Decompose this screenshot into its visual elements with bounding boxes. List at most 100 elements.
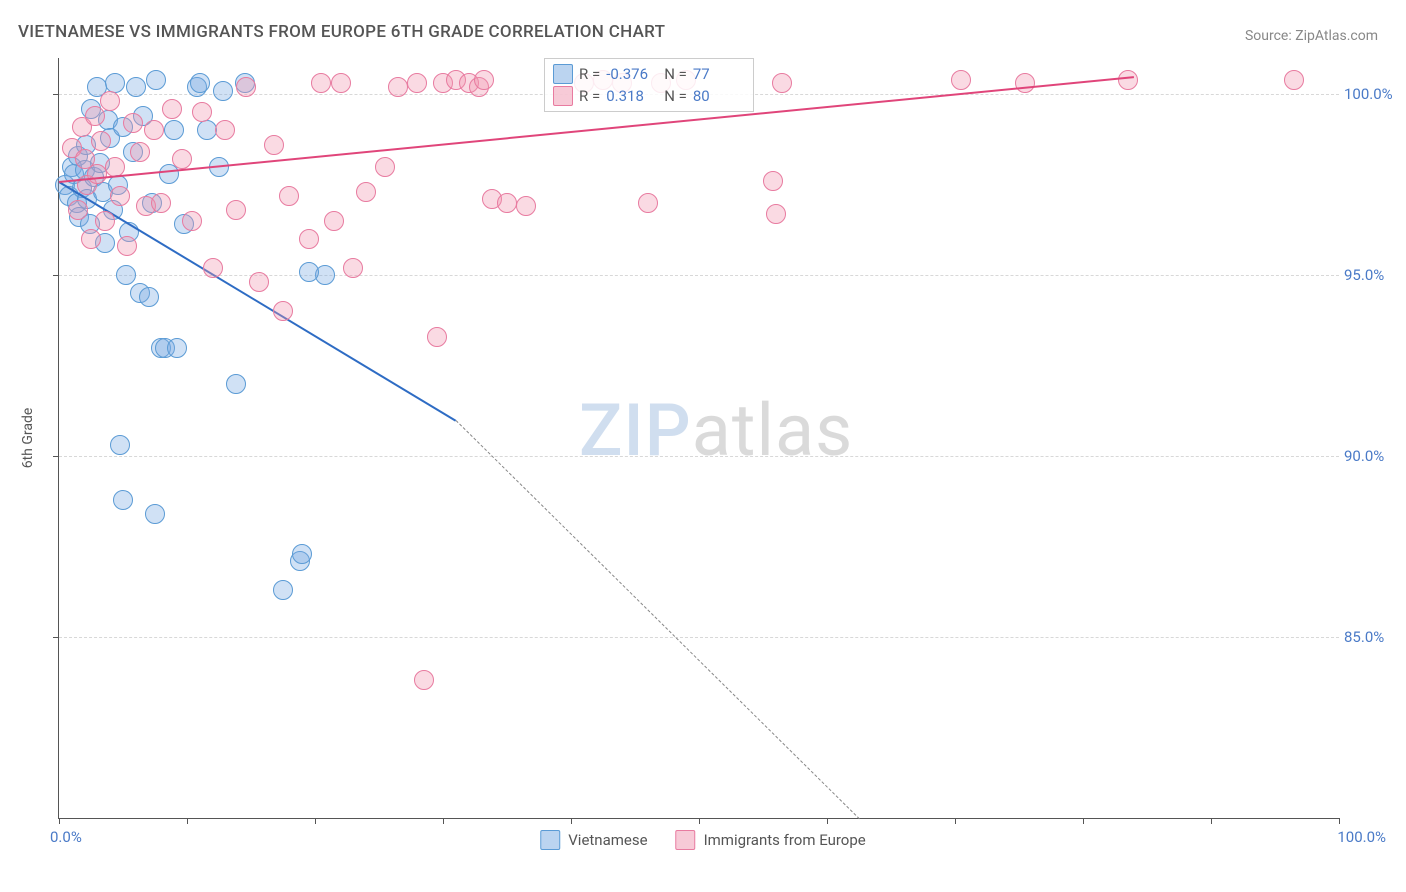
scatter-point xyxy=(192,102,212,122)
legend-swatch xyxy=(540,830,560,850)
scatter-point xyxy=(375,157,395,177)
x-tick xyxy=(1211,818,1212,824)
scatter-point xyxy=(388,77,408,97)
stat-r-value: -0.376 xyxy=(606,65,658,83)
scatter-point xyxy=(292,544,312,564)
stat-n-value: 80 xyxy=(693,87,745,105)
stat-r-label: R = xyxy=(579,65,600,83)
scatter-point xyxy=(1015,73,1035,93)
scatter-point xyxy=(213,81,233,101)
x-tick xyxy=(827,818,828,824)
scatter-point xyxy=(407,73,427,93)
scatter-point xyxy=(95,211,115,231)
scatter-point xyxy=(139,287,159,307)
watermark-zip: ZIP xyxy=(579,388,692,473)
scatter-point xyxy=(130,142,150,162)
scatter-point xyxy=(299,229,319,249)
y-tick xyxy=(53,275,59,276)
scatter-point xyxy=(167,338,187,358)
scatter-point xyxy=(279,186,299,206)
legend-swatch xyxy=(553,64,573,84)
scatter-point xyxy=(264,135,284,155)
y-tick-label: 100.0% xyxy=(1344,85,1399,103)
scatter-point xyxy=(766,204,786,224)
scatter-point xyxy=(1118,70,1138,90)
scatter-point xyxy=(68,200,88,220)
stats-row: R = -0.376 N = 77 xyxy=(553,63,745,85)
scatter-point xyxy=(113,490,133,510)
scatter-point xyxy=(343,258,363,278)
scatter-point xyxy=(85,106,105,126)
scatter-point xyxy=(145,504,165,524)
x-tick xyxy=(955,818,956,824)
x-tick xyxy=(571,818,572,824)
scatter-point xyxy=(516,196,536,216)
legend-label: Vietnamese xyxy=(568,831,647,849)
stats-box: R = -0.376 N = 77 R = 0.318 N = 80 xyxy=(544,58,754,112)
y-tick-label: 95.0% xyxy=(1344,266,1399,284)
scatter-point xyxy=(427,327,447,347)
x-tick xyxy=(699,818,700,824)
stat-n-label: N = xyxy=(664,87,687,105)
scatter-point xyxy=(164,120,184,140)
scatter-point xyxy=(126,77,146,97)
source-attribution: Source: ZipAtlas.com xyxy=(1245,28,1378,44)
legend-swatch xyxy=(553,86,573,106)
gridline-h xyxy=(59,637,1339,638)
y-tick xyxy=(53,637,59,638)
scatter-point xyxy=(226,200,246,220)
scatter-point xyxy=(236,77,256,97)
x-tick xyxy=(1339,818,1340,824)
x-tick xyxy=(443,818,444,824)
scatter-point xyxy=(203,258,223,278)
scatter-point xyxy=(273,580,293,600)
legend-item: Vietnamese xyxy=(540,830,647,850)
scatter-point xyxy=(123,113,143,133)
scatter-point xyxy=(100,91,120,111)
stat-n-value: 77 xyxy=(693,65,745,83)
legend-swatch xyxy=(676,830,696,850)
stat-r-label: R = xyxy=(579,87,600,105)
scatter-point xyxy=(182,211,202,231)
trend-line xyxy=(455,420,859,819)
scatter-point xyxy=(81,229,101,249)
y-tick xyxy=(53,456,59,457)
scatter-point xyxy=(331,73,351,93)
scatter-point xyxy=(474,70,494,90)
legend-item: Immigrants from Europe xyxy=(676,830,866,850)
scatter-point xyxy=(172,149,192,169)
scatter-point xyxy=(324,211,344,231)
scatter-point xyxy=(190,73,210,93)
gridline-h xyxy=(59,456,1339,457)
scatter-point xyxy=(162,99,182,119)
watermark-atlas: atlas xyxy=(692,388,854,473)
scatter-point xyxy=(117,236,137,256)
scatter-point xyxy=(144,120,164,140)
x-axis-end-label: 100.0% xyxy=(1337,828,1386,846)
watermark: ZIPatlas xyxy=(579,388,853,473)
scatter-point xyxy=(226,374,246,394)
scatter-point xyxy=(151,193,171,213)
x-axis-start-label: 0.0% xyxy=(50,828,82,846)
scatter-point xyxy=(110,435,130,455)
scatter-point xyxy=(215,120,235,140)
stat-r-value: 0.318 xyxy=(606,87,658,105)
scatter-point xyxy=(1284,70,1304,90)
x-tick xyxy=(315,818,316,824)
scatter-point xyxy=(105,157,125,177)
legend-label: Immigrants from Europe xyxy=(704,831,866,849)
scatter-point xyxy=(249,272,269,292)
scatter-point xyxy=(951,70,971,90)
scatter-point xyxy=(91,131,111,151)
stat-n-label: N = xyxy=(664,65,687,83)
legend-bottom: Vietnamese Immigrants from Europe xyxy=(540,830,866,850)
y-tick-label: 90.0% xyxy=(1344,447,1399,465)
scatter-point xyxy=(763,171,783,191)
x-tick xyxy=(1083,818,1084,824)
y-tick-label: 85.0% xyxy=(1344,628,1399,646)
scatter-point xyxy=(356,182,376,202)
scatter-point xyxy=(299,262,319,282)
y-axis-title: 6th Grade xyxy=(20,408,36,469)
plot-area: ZIPatlas 85.0%90.0%95.0%100.0%R =-0.376N… xyxy=(58,58,1339,819)
scatter-point xyxy=(273,301,293,321)
